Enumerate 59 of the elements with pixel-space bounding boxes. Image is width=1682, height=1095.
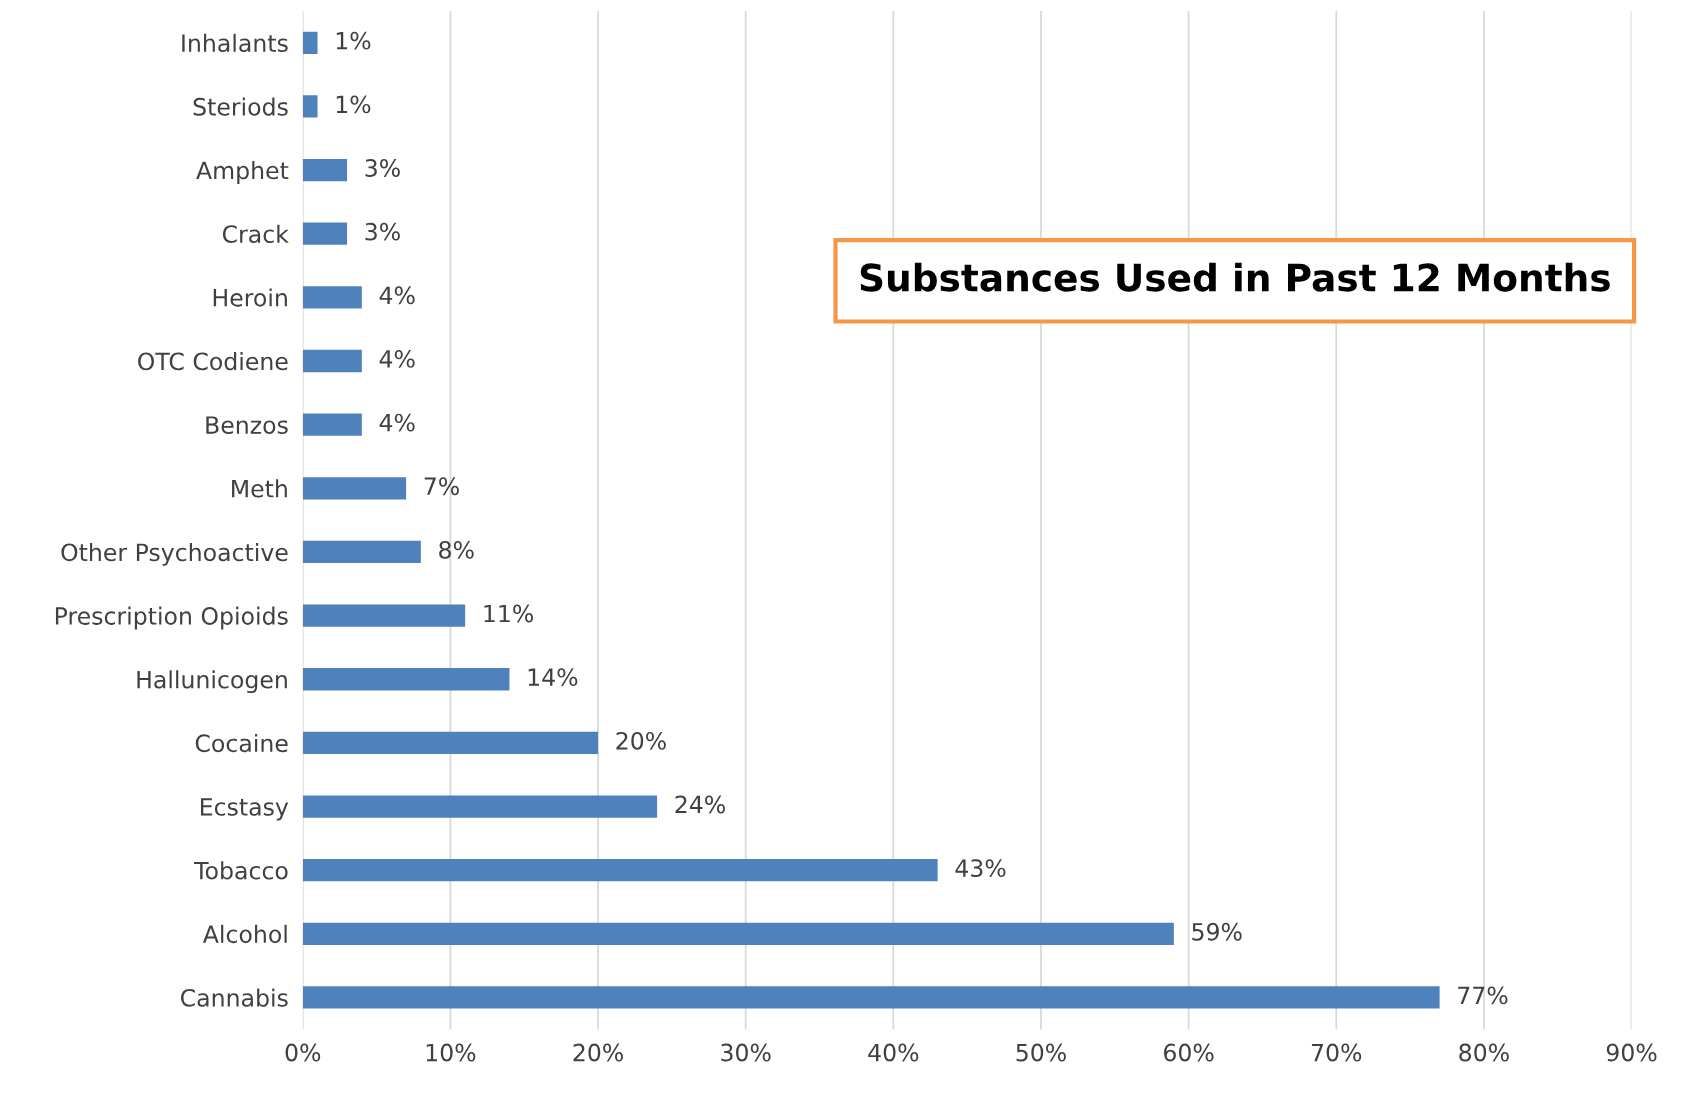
bar — [302, 731, 599, 755]
data-label: 4% — [379, 286, 415, 305]
data-label: 4% — [379, 413, 415, 432]
y-tick-label: Heroin — [213, 288, 287, 307]
x-tick-label: 10% — [426, 1043, 476, 1062]
y-tick-label: Alcohol — [202, 924, 287, 944]
bar — [302, 922, 1174, 945]
x-tick-label: 20% — [573, 1043, 623, 1062]
x-tick-label: 80% — [1459, 1043, 1509, 1062]
bar — [302, 413, 362, 436]
x-tick-label: 30% — [721, 1043, 771, 1062]
y-tick-label: Amphet — [196, 161, 289, 184]
data-label: 1% — [336, 95, 371, 114]
y-tick-label: Ecstasy — [200, 798, 289, 821]
x-tick-label: 50% — [1016, 1043, 1066, 1062]
data-label: 11% — [484, 604, 534, 623]
bar — [302, 158, 348, 182]
bar — [302, 349, 362, 373]
bar — [302, 540, 421, 564]
data-label: 59% — [1192, 922, 1242, 941]
y-tick-label: Tobacco — [194, 861, 288, 880]
y-tick-label: Inhalants — [182, 33, 288, 53]
bar — [302, 986, 1440, 1009]
data-label: 1% — [336, 31, 371, 50]
y-tick-label: Meth — [232, 479, 287, 498]
x-tick-label: 60% — [1164, 1043, 1214, 1062]
data-label: 4% — [379, 350, 415, 368]
bar — [302, 795, 658, 818]
bar — [302, 604, 466, 627]
y-tick-label: Hallunicogen — [137, 670, 287, 694]
bar — [302, 95, 318, 118]
bar — [302, 222, 348, 245]
y-tick-label: Benzos — [206, 416, 288, 434]
data-label: 3% — [365, 222, 400, 241]
y-tick-label: Crack — [222, 224, 289, 244]
data-label: 43% — [955, 859, 1006, 878]
data-label: 77% — [1458, 986, 1508, 1005]
x-tick-label: 90% — [1606, 1043, 1657, 1062]
y-tick-label: Prescription Opioids — [55, 606, 288, 630]
x-tick-label: 0% — [285, 1043, 321, 1062]
y-tick-label: Cannabis — [180, 988, 288, 1007]
y-tick-label: OTC Codiene — [138, 352, 288, 371]
bar — [302, 286, 362, 309]
x-tick-label: 70% — [1311, 1043, 1362, 1062]
y-tick-label: Cocaine — [195, 733, 288, 753]
x-tick-label: 40% — [868, 1043, 919, 1062]
y-tick-label: Other Psychoactive — [61, 542, 288, 566]
y-tick-label: Steriods — [193, 97, 288, 116]
data-label: 14% — [528, 668, 578, 687]
bar — [302, 31, 318, 54]
data-label: 7% — [424, 477, 459, 496]
bar — [302, 859, 938, 882]
bar — [302, 668, 510, 691]
data-label: 3% — [365, 159, 400, 177]
data-label: 20% — [616, 731, 666, 750]
data-label: 24% — [675, 795, 725, 814]
text: Substances Used in Past 12 Months — [860, 262, 1610, 292]
data-label: 8% — [439, 540, 474, 559]
bar — [302, 477, 407, 500]
